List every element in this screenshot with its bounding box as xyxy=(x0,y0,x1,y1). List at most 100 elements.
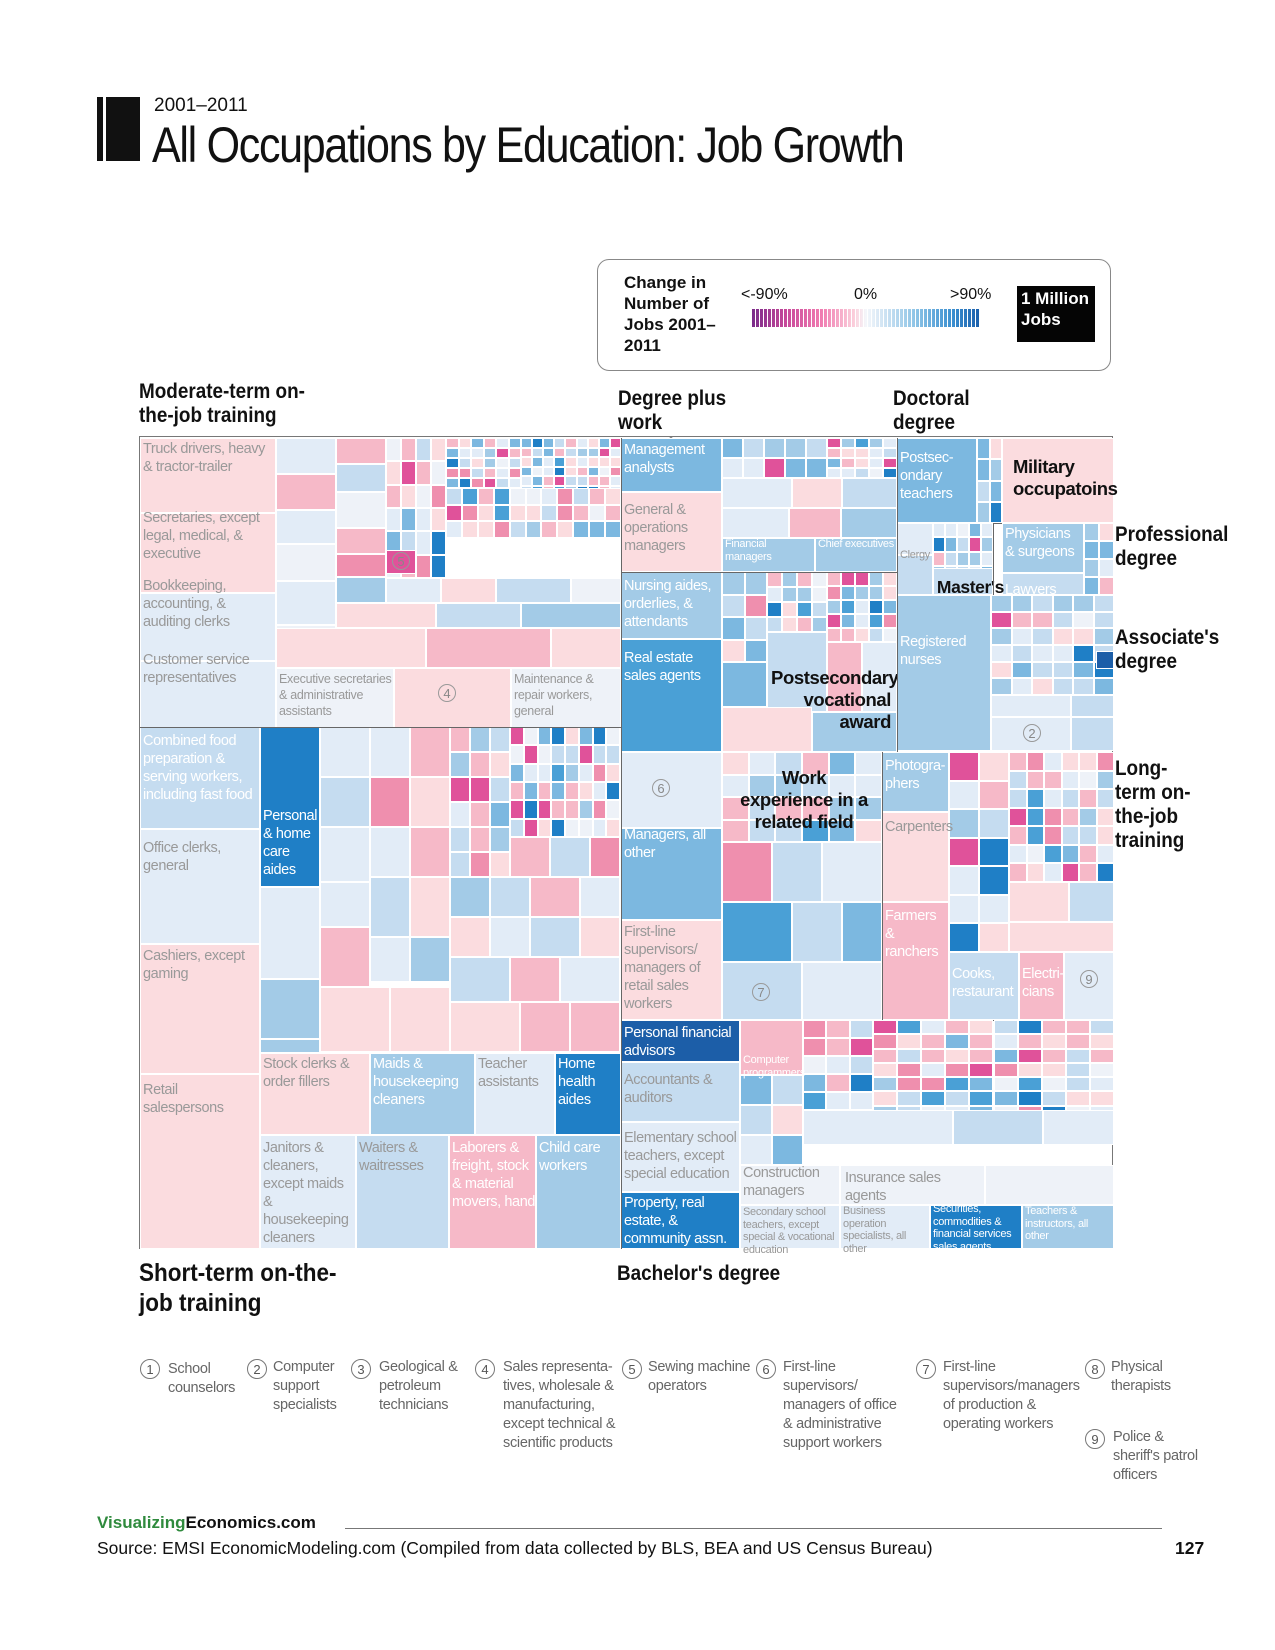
treemap-cell-small xyxy=(945,551,957,567)
treemap-cell xyxy=(510,957,560,1002)
treemap-cell-small xyxy=(977,501,990,523)
treemap-cell-small xyxy=(587,457,599,467)
treemap-cell xyxy=(722,662,767,707)
treemap-cell-small xyxy=(609,466,621,476)
treemap-cell-small xyxy=(521,457,533,467)
treemap-cell-small xyxy=(589,504,606,522)
treemap-cell-small xyxy=(933,537,945,552)
cell-truck-drivers xyxy=(140,438,276,513)
treemap-cell-small xyxy=(606,727,620,746)
treemap-cell-small xyxy=(606,745,620,764)
treemap-cell-small xyxy=(802,774,829,797)
label-waiters: Waiters & waitresses xyxy=(359,1140,424,1174)
cell-callout-6 xyxy=(621,752,722,828)
treemap-cell-small xyxy=(945,1077,970,1092)
group-divider xyxy=(140,727,621,728)
treemap-cell-small xyxy=(490,802,510,827)
treemap-cell-small xyxy=(543,457,555,467)
cell-cooks xyxy=(949,952,1019,1020)
treemap-cell-small xyxy=(490,752,510,777)
treemap-cell-small xyxy=(537,763,552,782)
cell-postsec-teachers xyxy=(897,438,977,523)
treemap-cell-small xyxy=(722,438,743,458)
treemap-cell-small xyxy=(869,468,883,478)
treemap-cell-small xyxy=(532,447,544,457)
legend-scale-box: 1 Million Jobs xyxy=(1017,286,1095,342)
cell-teacher-assistants xyxy=(475,1053,555,1135)
cell-teachers-other xyxy=(1022,1205,1114,1249)
treemap-cell xyxy=(336,528,386,554)
treemap-cell-small xyxy=(969,537,981,552)
treemap-cell xyxy=(276,474,336,510)
treemap-cell-small xyxy=(573,488,590,505)
treemap-cell-small xyxy=(551,727,565,746)
cell-physicians xyxy=(1002,523,1084,573)
label-mgmt_analysts: Management analysts xyxy=(624,442,705,476)
treemap-cell-small xyxy=(743,438,764,458)
treemap-cell-small xyxy=(551,745,565,764)
treemap-cell-small xyxy=(767,617,782,632)
cell-maintenance xyxy=(511,668,621,738)
treemap-cell xyxy=(1043,1110,1114,1145)
footnote-text-7: First-line supervisors/managers of produ… xyxy=(943,1359,1080,1432)
treemap-cell-small xyxy=(1084,559,1099,577)
treemap-cell-small xyxy=(993,1091,1018,1106)
treemap-cell-small xyxy=(461,521,478,538)
treemap-cell-small xyxy=(1026,770,1044,790)
treemap-cell-small xyxy=(446,468,459,478)
treemap-cell-small xyxy=(554,438,566,448)
treemap-cell-small xyxy=(532,466,544,476)
treemap-cell-small xyxy=(508,448,521,458)
treemap-cell-small xyxy=(609,447,621,457)
treemap-cell xyxy=(450,917,490,957)
treemap-cell-small xyxy=(578,727,593,746)
treemap-cell-small xyxy=(606,818,620,837)
cell-secondary xyxy=(740,1205,840,1249)
treemap-cell-small xyxy=(981,551,993,567)
cell-home-health xyxy=(555,1053,621,1135)
label-cooks: Cooks, restaurant xyxy=(952,966,1014,1000)
treemap-cell-small xyxy=(979,837,1009,867)
treemap-cell-small xyxy=(576,457,588,467)
treemap-cell-small xyxy=(1052,678,1073,695)
treemap-cell-small xyxy=(450,752,470,777)
treemap-cell-small xyxy=(1093,628,1114,645)
treemap-cell-small xyxy=(450,852,470,877)
treemap-cell-small xyxy=(1017,1048,1042,1063)
treemap-cell-small xyxy=(565,800,579,819)
treemap-cell-small xyxy=(543,476,555,486)
category-moderate-term: Moderate-term on-the-job training xyxy=(139,380,305,427)
treemap-cell xyxy=(386,578,441,603)
treemap-cell-small xyxy=(490,852,510,877)
treemap-cell-small xyxy=(1044,807,1062,827)
treemap-cell-small xyxy=(949,809,979,838)
treemap-cell-small xyxy=(510,745,524,764)
treemap-chart: Truck drivers, heavy & tractor-trailer Se… xyxy=(139,436,1118,1265)
callout-6: 6 xyxy=(652,779,670,797)
treemap-cell-small xyxy=(873,1034,898,1049)
treemap-cell-small xyxy=(921,1048,946,1063)
treemap-cell-small xyxy=(543,447,555,457)
treemap-cell-small xyxy=(598,457,610,467)
treemap-cell-small xyxy=(897,1062,922,1078)
treemap-cell-small xyxy=(1041,1020,1066,1035)
treemap-cell-small xyxy=(554,457,566,467)
label-janitors: Janitors & cleaners, except maids & hous… xyxy=(263,1140,349,1246)
cell-bookkeeping xyxy=(140,593,276,661)
treemap-cell xyxy=(802,962,882,1020)
treemap-cell-small xyxy=(471,468,484,478)
category-short-term: Short-term on-the-job training xyxy=(139,1259,337,1317)
cell-office-clerks xyxy=(140,829,260,944)
treemap-cell-small xyxy=(722,572,745,595)
treemap-cell-small xyxy=(869,614,883,628)
treemap-cell-small xyxy=(897,1091,922,1106)
treemap-cell-small xyxy=(841,614,855,628)
treemap-cell-small xyxy=(993,1048,1018,1063)
cell-exec-secretaries xyxy=(276,668,394,738)
treemap-cell-small xyxy=(1017,1077,1042,1092)
treemap-cell xyxy=(320,827,370,882)
treemap-cell-small xyxy=(827,468,841,478)
treemap-cell-small xyxy=(458,448,471,458)
treemap-cell-small xyxy=(969,1020,994,1035)
group-divider xyxy=(621,572,897,573)
